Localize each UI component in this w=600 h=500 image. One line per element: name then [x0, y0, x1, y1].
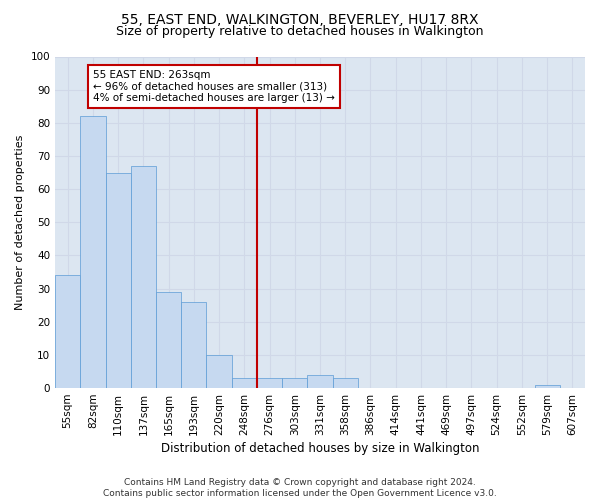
Bar — [307, 375, 332, 388]
Text: Size of property relative to detached houses in Walkington: Size of property relative to detached ho… — [116, 25, 484, 38]
Bar — [181, 302, 206, 388]
Y-axis label: Number of detached properties: Number of detached properties — [15, 134, 25, 310]
Bar — [282, 378, 307, 388]
Bar — [332, 378, 358, 388]
Bar — [232, 378, 257, 388]
Bar — [156, 292, 181, 388]
Text: 55 EAST END: 263sqm
← 96% of detached houses are smaller (313)
4% of semi-detach: 55 EAST END: 263sqm ← 96% of detached ho… — [93, 70, 335, 103]
Text: Contains HM Land Registry data © Crown copyright and database right 2024.
Contai: Contains HM Land Registry data © Crown c… — [103, 478, 497, 498]
X-axis label: Distribution of detached houses by size in Walkington: Distribution of detached houses by size … — [161, 442, 479, 455]
Bar — [131, 166, 156, 388]
Bar — [535, 385, 560, 388]
Text: 55, EAST END, WALKINGTON, BEVERLEY, HU17 8RX: 55, EAST END, WALKINGTON, BEVERLEY, HU17… — [121, 12, 479, 26]
Bar — [55, 276, 80, 388]
Bar — [257, 378, 282, 388]
Bar — [106, 172, 131, 388]
Bar — [80, 116, 106, 388]
Bar — [206, 355, 232, 388]
